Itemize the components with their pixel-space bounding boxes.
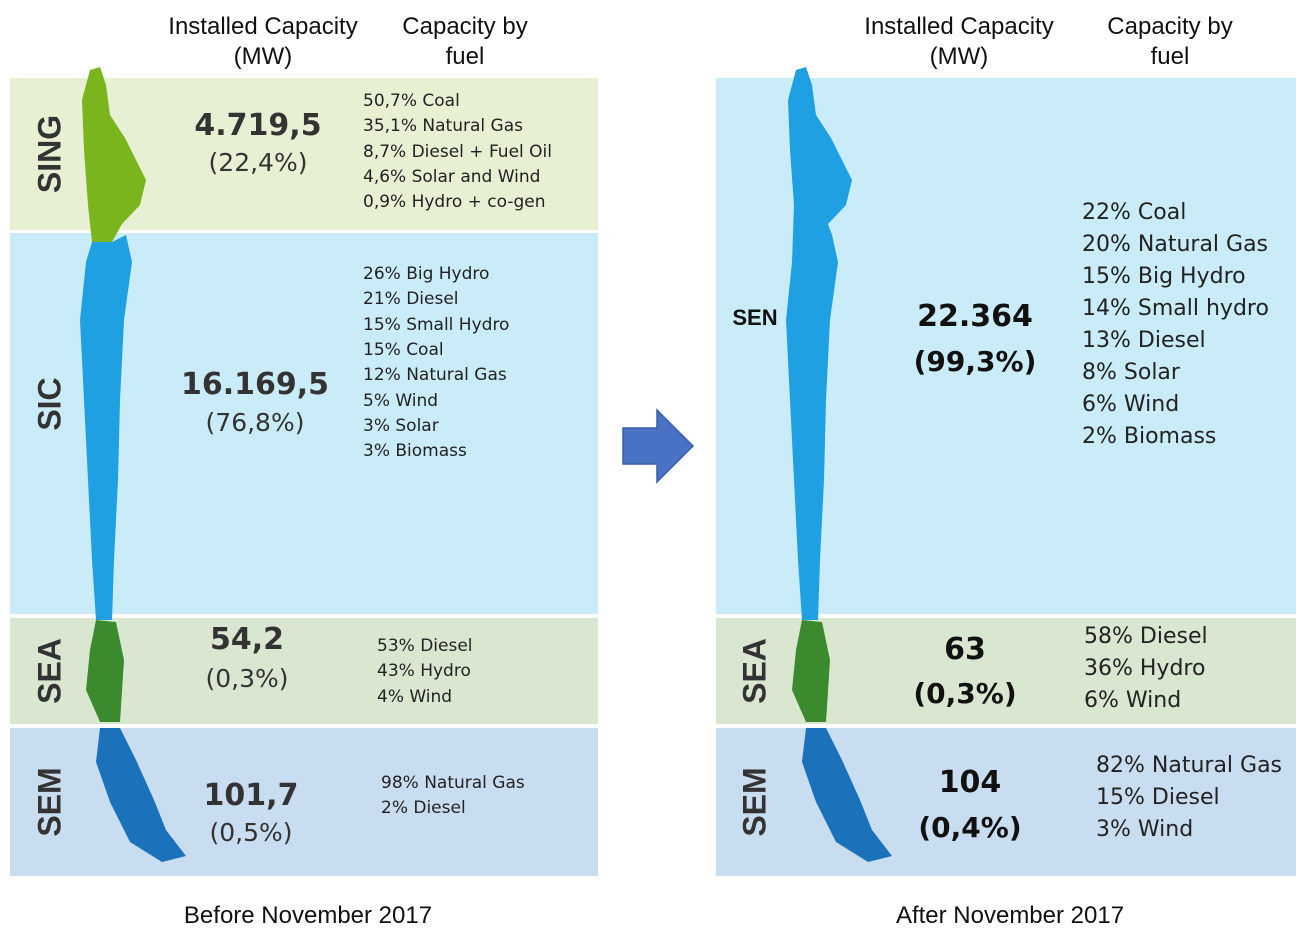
rlabel: SEM xyxy=(736,767,773,837)
hdr: Capacity by fuel xyxy=(1107,13,1233,70)
rlabel: SEA xyxy=(31,638,68,704)
hdr: Installed Capacity (MW) xyxy=(864,13,1054,70)
fuel-item: 14% Small hydro xyxy=(1082,296,1269,321)
fuel-item: 35,1% Natural Gas xyxy=(363,116,523,137)
map-north xyxy=(82,67,146,242)
rlabel: SING xyxy=(31,114,68,194)
caption: After November 2017 xyxy=(895,902,1125,929)
fuel-item: 58% Diesel xyxy=(1084,624,1208,649)
map-aysen xyxy=(86,620,124,722)
fuel-item: 22% Coal xyxy=(1082,200,1187,225)
rlabel: SEA xyxy=(736,638,773,704)
rlabel: SEM xyxy=(31,767,68,837)
fuel-item: 8% Solar xyxy=(1082,360,1180,385)
left-map xyxy=(80,67,186,862)
cap: 54,2 xyxy=(209,622,285,657)
map-magallanes xyxy=(802,728,892,862)
share: (76,8%) xyxy=(205,408,305,437)
fuel-item: 3% Wind xyxy=(1096,817,1194,842)
fuel-item: 20% Natural Gas xyxy=(1082,232,1269,257)
map-aysen xyxy=(792,620,830,722)
fuel-item: 53% Diesel xyxy=(377,636,473,656)
share: (0,3%) xyxy=(205,664,289,693)
hdr: Capacity by fuel xyxy=(402,13,528,70)
fuel-item: 5% Wind xyxy=(363,390,439,411)
fuel-item: 6% Wind xyxy=(1084,688,1182,713)
cap: 101,7 xyxy=(203,778,299,813)
fuel-item: 4,6% Solar and Wind xyxy=(363,166,541,187)
map-central xyxy=(80,235,132,620)
fuel-item: 2% Diesel xyxy=(381,798,466,819)
fuel-item: 36% Hydro xyxy=(1084,656,1206,681)
fuel-item: 15% Small Hydro xyxy=(363,314,510,335)
fuel-item: 50,7% Coal xyxy=(363,91,460,111)
share: (99,3%) xyxy=(913,345,1037,378)
hdr: Installed Capacity (MW) xyxy=(168,13,358,70)
map-north xyxy=(786,67,852,620)
cap: 16.169,5 xyxy=(180,367,330,402)
fuel-item: 8,7% Diesel + Fuel Oil xyxy=(363,141,552,162)
fuel-item: 21% Diesel xyxy=(363,289,459,310)
cap: 4.719,5 xyxy=(194,108,322,143)
fuel-item: 13% Diesel xyxy=(1082,328,1206,353)
fuel-item: 15% Big Hydro xyxy=(1082,264,1246,289)
map-magallanes xyxy=(96,728,186,862)
fuel-item: 98% Natural Gas xyxy=(381,773,525,793)
cap: 104 xyxy=(938,765,1002,800)
cap: 63 xyxy=(944,632,986,667)
fuel-item: 6% Wind xyxy=(1082,392,1180,417)
caption: Before November 2017 xyxy=(183,902,433,929)
share: (22,4%) xyxy=(208,148,308,177)
fuel-item: 15% Diesel xyxy=(1096,785,1220,810)
cap: 22.364 xyxy=(917,299,1033,334)
fuel-item: 3% Solar xyxy=(363,415,439,436)
fuel-item: 43% Hydro xyxy=(377,661,471,682)
fuel-item: 2% Biomass xyxy=(1082,424,1217,449)
share: (0,4%) xyxy=(918,811,1022,844)
arrow xyxy=(622,408,695,484)
share: (0,5%) xyxy=(209,818,293,847)
rlabel: SIC xyxy=(31,377,68,431)
fuel-item: 3% Biomass xyxy=(363,441,467,462)
fuel-item: 82% Natural Gas xyxy=(1096,753,1283,778)
fuel-item: 12% Natural Gas xyxy=(363,365,507,386)
rlabel: SEN xyxy=(732,305,778,330)
fuel-item: 0,9% Hydro + co-gen xyxy=(363,192,546,213)
fuel-item: 15% Coal xyxy=(363,339,444,360)
fuel-item: 26% Big Hydro xyxy=(363,264,490,284)
fuel-item: 4% Wind xyxy=(377,686,453,707)
right-map xyxy=(786,67,892,862)
share: (0,3%) xyxy=(913,677,1017,710)
